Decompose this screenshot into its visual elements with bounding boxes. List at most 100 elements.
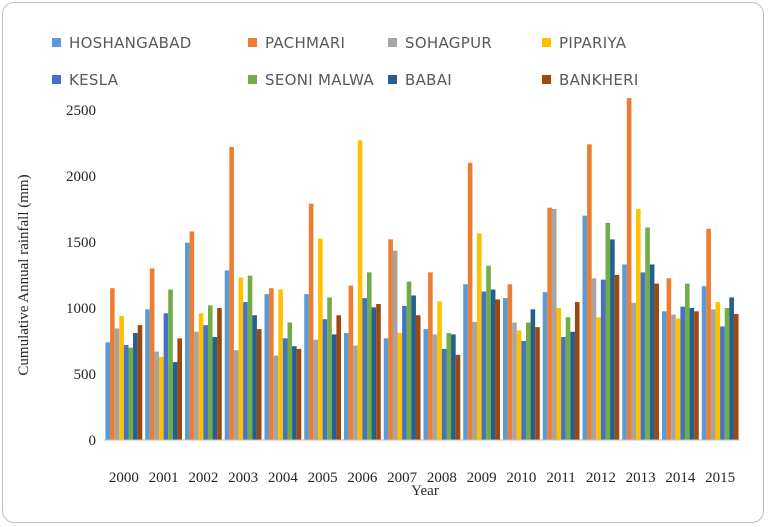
bar-babai	[451, 334, 456, 440]
x-tick-label: 2014	[665, 470, 696, 486]
bar-pipariya	[715, 302, 721, 440]
bar-sohagpur	[710, 309, 716, 440]
x-tick-label: 2008	[427, 470, 457, 486]
bar-babai	[252, 315, 257, 440]
bar-hoshangabad	[304, 294, 309, 440]
bar-kesla	[441, 348, 447, 440]
legend-item-sohagpur: SOHAGPUR	[388, 34, 492, 52]
bar-seoni-malwa	[207, 305, 213, 440]
bar-seoni-malwa	[486, 265, 491, 440]
bar-bankheri	[177, 338, 183, 440]
bar-kesla	[600, 279, 606, 440]
bar-hoshangabad	[502, 298, 508, 440]
bar-pipariya	[159, 356, 164, 440]
bar-sohagpur	[194, 331, 199, 440]
bar-bankheri	[137, 325, 143, 440]
bar-bankheri	[574, 302, 580, 440]
x-tick-label: 2012	[586, 470, 616, 486]
legend-label: KESLA	[69, 71, 119, 89]
bar-kesla	[282, 338, 288, 440]
bar-babai	[292, 346, 297, 440]
legend-label: HOSHANGABAD	[69, 34, 192, 52]
bar-kesla	[680, 306, 685, 440]
x-axis-ticks: 2000 2001 2002 2003 2004 2005 2006 2007 2008 2009…	[109, 470, 735, 486]
bar-sohagpur	[512, 322, 517, 440]
bar-babai	[610, 239, 615, 440]
bar-bankheri	[455, 354, 461, 440]
bar-seoni-malwa	[406, 281, 412, 440]
bar-babai	[331, 334, 337, 440]
bar-pachmari	[626, 98, 632, 441]
bar-pipariya	[119, 315, 124, 440]
legend-item-pipariya: PIPARIYA	[542, 34, 626, 52]
bar-pipariya	[636, 209, 641, 440]
bar-babai	[371, 307, 377, 440]
bar-bankheri	[614, 275, 620, 440]
x-tick-label: 2005	[308, 470, 338, 486]
bar-bankheri	[733, 313, 739, 440]
bar-pachmari	[229, 146, 234, 440]
bar-hoshangabad	[661, 311, 667, 440]
bar-kesla	[402, 306, 407, 440]
y-tick-label: 2500	[66, 103, 96, 119]
bar-seoni-malwa	[327, 297, 332, 440]
legend-swatch	[542, 38, 551, 47]
bar-sohagpur	[313, 339, 319, 440]
bar-pipariya	[596, 317, 601, 440]
bar-pachmari	[308, 203, 314, 440]
bar-seoni-malwa	[565, 317, 571, 440]
bar-bankheri	[217, 308, 222, 440]
bar-sohagpur	[591, 278, 597, 440]
bar-sohagpur	[631, 302, 637, 440]
bar-hoshangabad	[343, 333, 349, 440]
bar-bankheri	[694, 311, 699, 440]
bar-babai	[689, 308, 695, 440]
legend-item-hoshangabad: HOSHANGABAD	[52, 34, 192, 52]
bar-babai	[490, 289, 496, 440]
x-tick-label: 2003	[228, 470, 258, 486]
bar-kesla	[123, 344, 129, 440]
legend-label: SEONI MALWA	[265, 71, 374, 89]
bar-pachmari	[507, 284, 513, 440]
x-axis-title: Year	[411, 483, 439, 499]
bar-kesla	[362, 298, 367, 440]
legend-swatch	[52, 38, 61, 47]
x-tick-label: 2010	[506, 470, 536, 486]
bar-seoni-malwa	[168, 289, 173, 440]
bar-pipariya	[357, 140, 363, 441]
bar-seoni-malwa	[287, 322, 293, 440]
bar-babai	[411, 295, 416, 440]
x-tick-label: 2015	[705, 470, 735, 486]
bar-pachmari	[348, 285, 354, 440]
legend-item-bankheri: BANKHERI	[542, 71, 638, 89]
bar-sohagpur	[551, 209, 557, 440]
legend-swatch	[388, 38, 397, 47]
bar-kesla	[561, 337, 566, 440]
bar-bankheri	[256, 329, 262, 440]
bar-sohagpur	[432, 334, 438, 440]
bar-seoni-malwa	[366, 272, 372, 440]
bar-sohagpur	[273, 355, 279, 440]
x-tick-label: 2001	[149, 470, 179, 486]
bar-hoshangabad	[105, 342, 111, 440]
legend-label: SOHAGPUR	[405, 34, 492, 52]
bar-hoshangabad	[145, 309, 150, 440]
y-axis-title: Cumulative Annual rainfall (mm)	[16, 174, 32, 375]
y-tick-label: 500	[74, 367, 97, 383]
bar-pachmari	[467, 162, 473, 441]
bar-pipariya	[516, 330, 522, 440]
bar-seoni-malwa	[128, 347, 134, 440]
bar-seoni-malwa	[605, 222, 611, 440]
bar-seoni-malwa	[247, 275, 253, 440]
bar-kesla	[203, 325, 208, 440]
bar-pachmari	[666, 278, 672, 440]
x-tick-label: 2000	[109, 470, 139, 486]
bar-babai	[172, 362, 178, 440]
bar-bankheri	[495, 299, 501, 440]
bar-hoshangabad	[224, 270, 230, 440]
bar-hoshangabad	[184, 242, 190, 440]
x-tick-label: 2011	[546, 470, 575, 486]
x-tick-label: 2009	[467, 470, 497, 486]
bar-pachmari	[269, 288, 274, 440]
bar-babai	[729, 297, 734, 440]
